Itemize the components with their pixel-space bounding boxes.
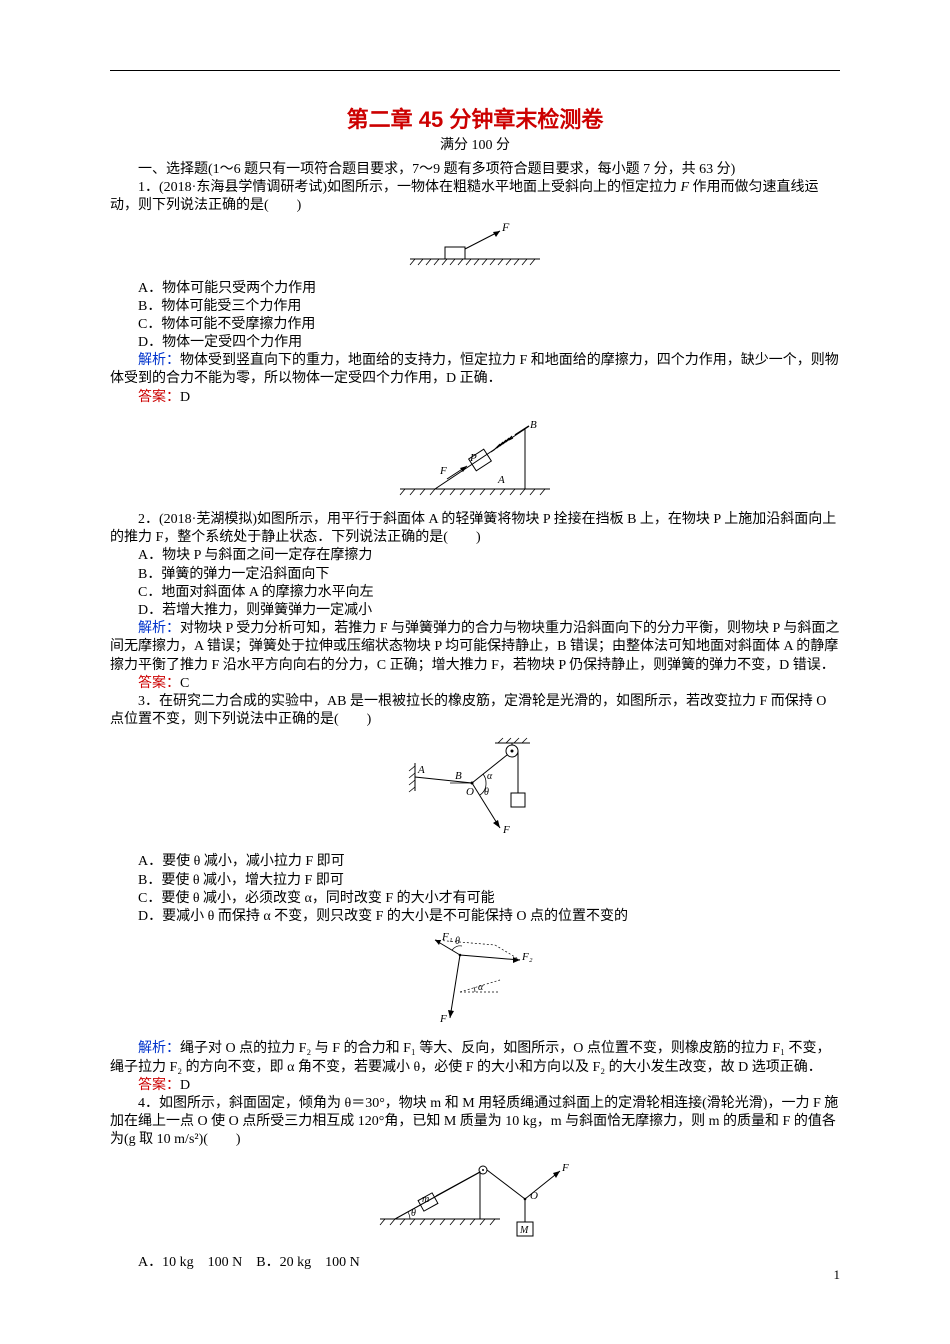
q2-analysis-text: 对物块 P 受力分析可知，若推力 F 与弹簧弹力的合力与物块重力沿斜面向下的分力… (110, 621, 839, 672)
svg-text:α: α (478, 982, 484, 993)
page-number: 1 (834, 1267, 841, 1284)
q2-optB: B．弹簧的弹力一定沿斜面向下 (110, 566, 840, 584)
q4-optB: B．20 kg 100 N (256, 1255, 359, 1270)
q2-optC: C．地面对斜面体 A 的摩擦力水平向左 (110, 584, 840, 602)
q1-optC: C．物体可能不受摩擦力作用 (110, 316, 840, 334)
svg-text:θ: θ (484, 787, 489, 798)
q2-stem: 2．(2018·芜湖模拟)如图所示，用平行于斜面体 A 的轻弹簧将物块 P 拴接… (110, 511, 840, 547)
q1-optB: B．物体可能受三个力作用 (110, 298, 840, 316)
q1-analysis-text: 物体受到竖直向下的重力，地面给的支持力，恒定拉力 F 和地面给的摩擦力，四个力作… (110, 353, 839, 386)
var-F: F (680, 180, 689, 195)
q2-analysis: 解析：对物块 P 受力分析可知，若推力 F 与弹簧弹力的合力与物块重力沿斜面向下… (110, 620, 840, 675)
subtitle: 满分 100 分 (110, 137, 840, 155)
q2-figure: F P A B (110, 411, 840, 507)
svg-text:B: B (530, 419, 537, 431)
q2-answer-text: C (180, 676, 189, 691)
q1-stem: 1．(2018·东海县学情调研考试)如图所示，一物体在粗糙水平地面上受斜向上的恒… (110, 179, 840, 215)
q1-analysis: 解析：物体受到竖直向下的重力，地面给的支持力，恒定拉力 F 和地面给的摩擦力，四… (110, 352, 840, 388)
svg-text:α: α (487, 771, 493, 782)
q1-optD: D．物体一定受四个力作用 (110, 334, 840, 352)
svg-text:A: A (497, 474, 505, 486)
svg-text:A: A (417, 764, 425, 776)
svg-text:F: F (501, 220, 510, 234)
q4-figure: θ m O M F (110, 1154, 840, 1250)
svg-text:B: B (455, 770, 462, 782)
q3-optA: A．要使 θ 减小，减小拉力 F 即可 (110, 853, 840, 871)
analysis-label: 解析： (138, 1041, 180, 1056)
svg-text:F: F (561, 1162, 569, 1174)
q3-figure: A B O α θ F (110, 733, 840, 849)
q2-answer: 答案：C (110, 675, 840, 693)
q4-opts-row: A．10 kg 100 N B．20 kg 100 N (110, 1254, 840, 1272)
page: 第二章 45 分钟章末检测卷 满分 100 分 一、选择题(1～6 题只有一项符… (0, 0, 950, 1344)
q3-analysis-text: 绳子对 O 点的拉力 F₂ 与 F 的合力和 F₁ 等大、反向，如图所示，O 点… (110, 1041, 831, 1074)
analysis-label: 解析： (138, 353, 180, 368)
section-heading: 一、选择题(1～6 题只有一项符合题目要求，7～9 题有多项符合题目要求，每小题… (110, 161, 840, 179)
svg-text:P: P (469, 452, 477, 464)
q4-stem: 4．如图所示，斜面固定，倾角为 θ＝30°，物块 m 和 M 用轻质绳通过斜面上… (110, 1095, 840, 1150)
svg-text:F: F (439, 465, 447, 477)
answer-label: 答案： (138, 1078, 180, 1093)
chapter-title: 第二章 45 分钟章末检测卷 (110, 106, 840, 135)
svg-text:O: O (466, 786, 474, 798)
q3-analysis: 解析：绳子对 O 点的拉力 F₂ 与 F 的合力和 F₁ 等大、反向，如图所示，… (110, 1040, 840, 1076)
q1-answer-text: D (180, 390, 190, 405)
svg-text:F₂: F₂ (521, 951, 533, 963)
q3-optD: D．要减小 θ 而保持 α 不变，则只改变 F 的大小是不可能保持 O 点的位置… (110, 908, 840, 926)
svg-text:θ: θ (411, 1208, 416, 1219)
q3-optC: C．要使 θ 减小，必须改变 α，同时改变 F 的大小才有可能 (110, 890, 840, 908)
q2-optA: A．物块 P 与斜面之间一定存在摩擦力 (110, 547, 840, 565)
q1-stem-a: 1．(2018·东海县学情调研考试)如图所示，一物体在粗糙水平地面上受斜向上的恒… (138, 180, 680, 195)
svg-text:F: F (439, 1013, 447, 1025)
svg-text:θ: θ (455, 936, 460, 947)
q4-optA: A．10 kg 100 N (138, 1255, 242, 1270)
q1-optA: A．物体可能只受两个力作用 (110, 280, 840, 298)
q3-analysis-figure: F₁ F₂ θ F α (110, 930, 840, 1036)
q1-answer: 答案：D (110, 389, 840, 407)
analysis-label: 解析： (138, 621, 180, 636)
q3-optB: B．要使 θ 减小，增大拉力 F 即可 (110, 872, 840, 890)
q3-answer-text: D (180, 1078, 190, 1093)
top-rule (110, 70, 840, 71)
answer-label: 答案： (138, 676, 180, 691)
svg-text:F: F (502, 824, 510, 836)
answer-label: 答案： (138, 390, 180, 405)
svg-text:M: M (519, 1225, 529, 1236)
q3-stem: 3．在研究二力合成的实验中，AB 是一根被拉长的橡皮筋，定滑轮是光滑的，如图所示… (110, 693, 840, 729)
svg-text:m: m (422, 1194, 429, 1205)
q2-optD: D．若增大推力，则弹簧弹力一定减小 (110, 602, 840, 620)
q3-answer: 答案：D (110, 1077, 840, 1095)
q1-figure: F (110, 219, 840, 275)
